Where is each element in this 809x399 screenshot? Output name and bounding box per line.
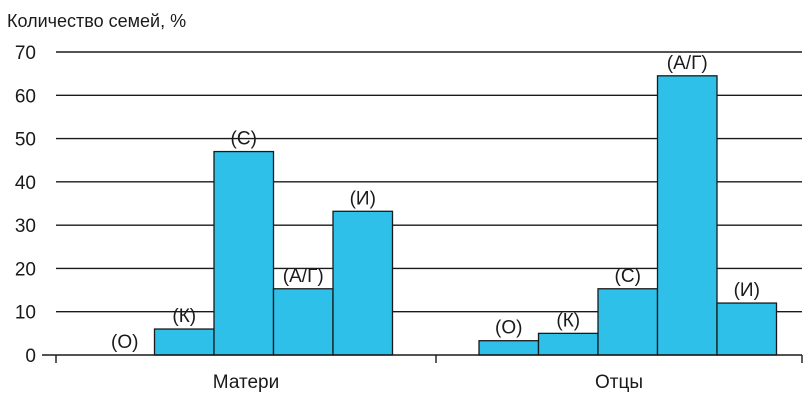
bars <box>153 75 778 356</box>
bar-data-label: (А/Г) <box>283 266 324 287</box>
y-tick-label: 10 <box>15 303 36 324</box>
bar-data-label: (А/Г) <box>667 53 708 74</box>
y-tick-label: 20 <box>15 259 36 280</box>
category-labels: Матери Отцы <box>213 372 643 393</box>
chart-title: Количество семей, % <box>7 11 186 31</box>
bar-data-label: (С) <box>615 266 641 287</box>
bar <box>597 288 659 356</box>
bar <box>537 332 599 356</box>
category-label: Отцы <box>595 372 643 393</box>
bar-data-label: (К) <box>172 306 196 327</box>
bar <box>213 150 275 356</box>
bar-data-label: (И) <box>350 188 376 209</box>
bar-data-label: (О) <box>495 318 522 339</box>
bar <box>478 340 540 356</box>
bar <box>153 328 215 356</box>
bar-data-label: (С) <box>231 129 257 150</box>
bar <box>656 75 718 356</box>
y-tick-label: 40 <box>15 173 36 194</box>
bar <box>332 210 394 356</box>
category-label: Матери <box>213 372 279 393</box>
y-tick-label: 70 <box>15 43 36 64</box>
x-axis <box>42 354 803 363</box>
y-axis-ticks: 0 10 20 30 40 50 60 70 <box>15 43 36 367</box>
y-tick-label: 30 <box>15 216 36 237</box>
y-tick-label: 0 <box>25 346 36 367</box>
gridlines <box>56 51 802 313</box>
bar-data-label: (И) <box>734 280 760 301</box>
data-labels: (О) (К) (С) (А/Г) (И) (О) (К) (С) (А/Г) (И) <box>111 53 760 353</box>
bar <box>272 288 334 356</box>
bar-data-label: (О) <box>111 332 138 353</box>
y-tick-label: 50 <box>15 130 36 151</box>
bar <box>716 302 778 356</box>
y-tick-label: 60 <box>15 86 36 107</box>
bar-data-label: (К) <box>556 310 580 331</box>
